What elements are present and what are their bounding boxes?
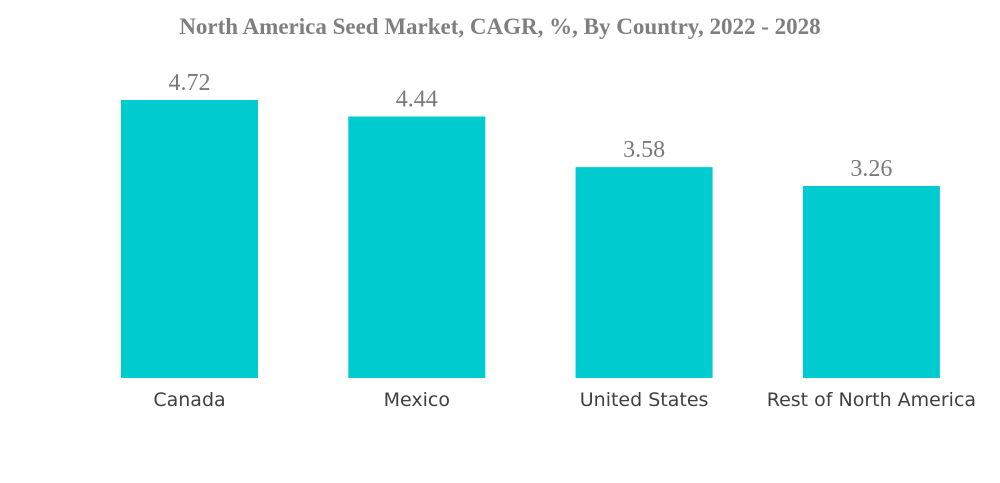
bar-united-states bbox=[575, 167, 713, 378]
category-label: Mexico bbox=[384, 389, 450, 411]
chart-title: North America Seed Market, CAGR, %, By C… bbox=[179, 14, 821, 39]
data-label: 4.44 bbox=[396, 86, 438, 112]
bar-mexico bbox=[348, 116, 486, 379]
category-label: Canada bbox=[153, 389, 225, 411]
data-label: 3.58 bbox=[623, 137, 665, 163]
data-label: 4.72 bbox=[169, 70, 211, 96]
data-label: 3.26 bbox=[850, 156, 892, 182]
bar-canada bbox=[121, 100, 258, 378]
bar-rest-of-north-america bbox=[802, 185, 940, 378]
category-label: Rest of North America bbox=[767, 389, 976, 411]
category-label: United States bbox=[580, 389, 709, 411]
